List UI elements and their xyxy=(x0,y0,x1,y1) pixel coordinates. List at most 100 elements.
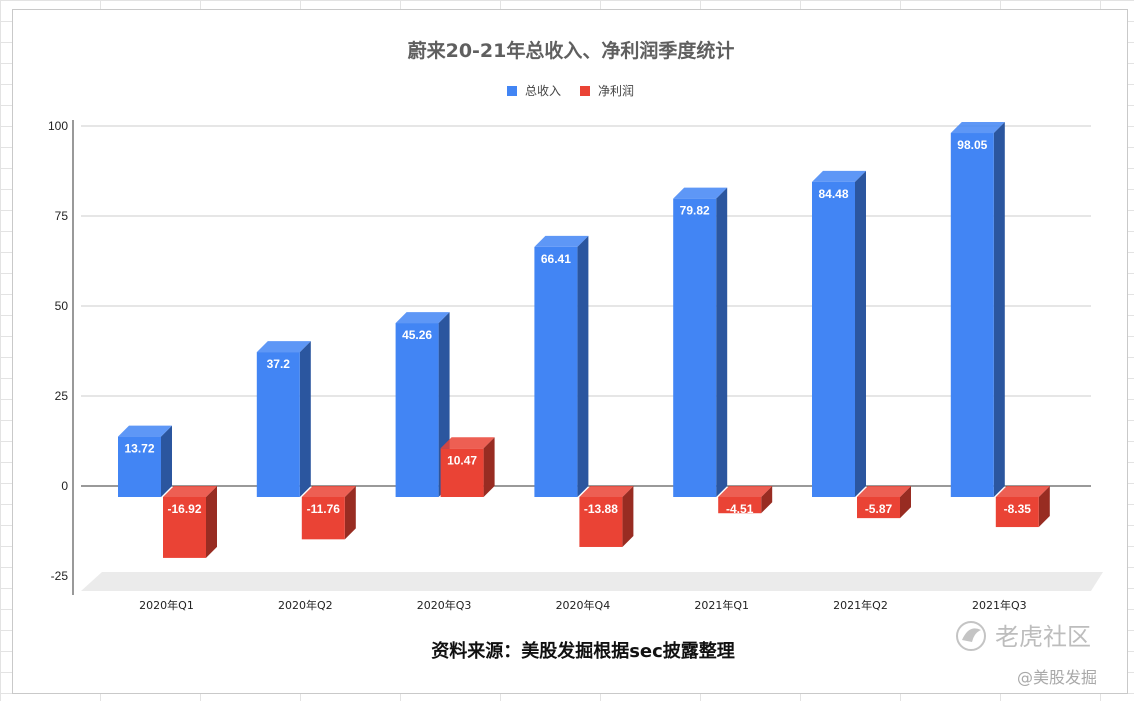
x-tick-label: 2020年Q2 xyxy=(278,598,333,612)
net-profit-bar-value-label: -11.76 xyxy=(307,502,341,516)
tiger-logo-icon xyxy=(956,621,986,651)
x-tick-label: 2020年Q3 xyxy=(417,598,472,612)
x-tick-label: 2020年Q1 xyxy=(139,598,194,612)
revenue-bar-value-label: 79.82 xyxy=(680,204,710,218)
revenue-bar-front xyxy=(118,436,161,497)
net-profit-bar-top xyxy=(163,486,217,497)
revenue-bar[interactable] xyxy=(534,235,589,497)
net-profit-bar[interactable] xyxy=(440,437,495,497)
net-profit-bar-value-label: 10.47 xyxy=(447,453,477,467)
net-profit-bar-front xyxy=(163,497,206,558)
revenue-bar-side xyxy=(161,425,172,497)
bars xyxy=(118,122,1050,558)
net-profit-bar[interactable] xyxy=(857,486,911,519)
net-profit-bar-front xyxy=(857,497,900,519)
net-profit-bar[interactable] xyxy=(579,486,634,547)
revenue-bar-top xyxy=(534,235,589,247)
y-tick-label: 25 xyxy=(55,389,69,403)
revenue-bar-top xyxy=(395,312,450,324)
net-profit-bar-value-label: -8.35 xyxy=(1004,502,1032,516)
net-profit-bar-side xyxy=(900,486,911,519)
revenue-bar-top xyxy=(118,425,172,437)
legend-swatch-net-profit xyxy=(580,86,590,96)
net-profit-bar-value-label: -13.88 xyxy=(584,502,618,516)
revenue-bar-front xyxy=(950,133,994,497)
y-tick-label: -25 xyxy=(51,569,69,583)
y-tick-label: 50 xyxy=(55,299,69,313)
y-tick-label: 75 xyxy=(55,209,69,223)
revenue-bar-value-label: 13.72 xyxy=(124,442,154,456)
net-profit-bar-top xyxy=(579,486,634,497)
revenue-bar-value-label: 66.41 xyxy=(541,252,571,266)
revenue-bar-top xyxy=(950,122,1005,134)
chart-floor xyxy=(81,572,1103,591)
revenue-bar-value-label: 98.05 xyxy=(957,138,987,152)
net-profit-bar[interactable] xyxy=(301,486,356,540)
net-profit-bar-top xyxy=(440,437,495,449)
net-profit-bar-value-label: -5.87 xyxy=(865,502,893,516)
chart-card: 13.72 37.2 45.26 66.41 79.82 84.48 98.05 -16.92… xyxy=(12,9,1128,694)
revenue-bar-side xyxy=(299,341,311,497)
legend: 总收入 净利润 xyxy=(507,84,634,98)
net-profit-bar-value-label: -4.51 xyxy=(726,502,754,516)
revenue-bar[interactable] xyxy=(812,170,866,497)
revenue-bar-side xyxy=(855,170,866,497)
y-tick-label: 100 xyxy=(48,119,68,133)
net-profit-bar[interactable] xyxy=(718,486,773,514)
chart-title: 蔚来20-21年总收入、净利润季度统计 xyxy=(408,39,735,62)
chart: 13.72 37.2 45.26 66.41 79.82 84.48 98.05 -16.92… xyxy=(48,39,1103,687)
x-tick-label: 2021年Q3 xyxy=(972,598,1027,612)
legend-item-net-profit[interactable]: 净利润 xyxy=(580,84,634,98)
revenue-bar-side xyxy=(716,187,728,497)
x-axis: 2020年Q1 2020年Q2 2020年Q3 2020年Q4 2021年Q1 2021年… xyxy=(139,598,1026,612)
revenue-bar-front xyxy=(534,246,578,497)
revenue-bar-front xyxy=(395,323,439,497)
source-note: 资料来源：美股发掘根据sec披露整理 xyxy=(431,640,735,662)
net-profit-bar-front xyxy=(301,497,345,540)
net-profit-bar-side xyxy=(483,437,495,497)
legend-swatch-revenue xyxy=(507,86,517,96)
revenue-bar[interactable] xyxy=(950,122,1005,498)
net-profit-bar-top xyxy=(301,486,356,497)
revenue-bar[interactable] xyxy=(673,187,728,497)
net-profit-bar[interactable] xyxy=(995,486,1050,528)
legend-label-revenue: 总收入 xyxy=(525,84,561,98)
revenue-bar-side xyxy=(577,235,589,497)
data-labels: 13.72 37.2 45.26 66.41 79.82 84.48 98.05 -16.92… xyxy=(124,138,1031,516)
y-axis: 100 75 50 25 0 -25 xyxy=(48,119,74,595)
revenue-bar-value-label: 37.2 xyxy=(267,357,291,371)
revenue-bar-value-label: 45.26 xyxy=(402,328,432,342)
revenue-bar-top xyxy=(812,170,866,182)
net-profit-bar-value-label: -16.92 xyxy=(167,502,201,516)
watermark-handle: @美股发掘 xyxy=(1017,668,1097,687)
revenue-bar-front xyxy=(256,352,300,497)
legend-label-net-profit: 净利润 xyxy=(598,84,634,98)
x-tick-label: 2020年Q4 xyxy=(556,598,611,612)
floor xyxy=(81,572,1103,591)
revenue-bar-side xyxy=(993,122,1005,498)
net-profit-bar-front xyxy=(718,497,762,514)
watermark-brand: 老虎社区 xyxy=(995,623,1091,651)
y-tick-label: 0 xyxy=(61,479,68,493)
net-profit-bar[interactable] xyxy=(163,486,217,558)
revenue-bar[interactable] xyxy=(256,341,311,497)
revenue-bar-front xyxy=(673,198,717,497)
revenue-bar-top xyxy=(673,187,728,199)
revenue-bar-front xyxy=(812,181,855,497)
revenue-bar[interactable] xyxy=(118,425,172,497)
net-profit-bar-side xyxy=(1038,486,1050,528)
net-profit-bar-side xyxy=(622,486,634,547)
net-profit-bar-top xyxy=(857,486,911,497)
net-profit-bar-side xyxy=(761,486,773,514)
net-profit-bar-side xyxy=(344,486,356,540)
net-profit-bar-top xyxy=(995,486,1050,497)
revenue-bar-value-label: 84.48 xyxy=(818,187,848,201)
x-tick-label: 2021年Q2 xyxy=(833,598,888,612)
net-profit-bar-front xyxy=(995,497,1039,528)
net-profit-bar-top xyxy=(718,486,773,497)
net-profit-bar-front xyxy=(440,448,484,497)
watermark: 老虎社区 @美股发掘 xyxy=(956,621,1097,687)
net-profit-bar-front xyxy=(579,497,623,547)
legend-item-revenue[interactable]: 总收入 xyxy=(507,84,561,98)
x-tick-label: 2021年Q1 xyxy=(694,598,749,612)
